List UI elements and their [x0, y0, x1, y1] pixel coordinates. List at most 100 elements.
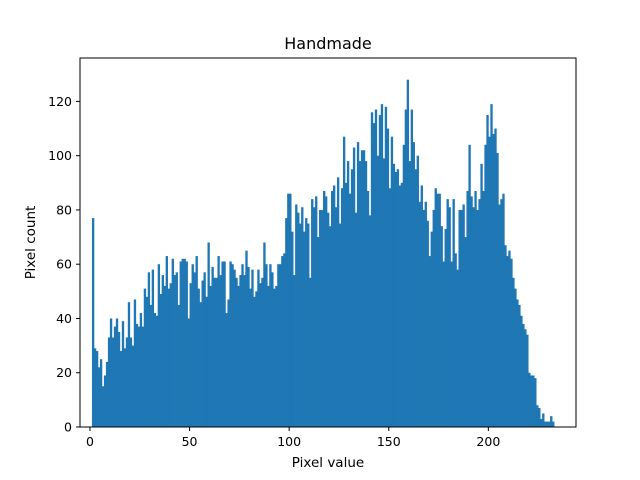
- histogram-bar: [141, 326, 145, 427]
- histogram-bar: [452, 199, 455, 427]
- histogram-bar: [428, 256, 431, 427]
- histogram-bar: [430, 231, 433, 427]
- histogram-bar: [217, 256, 220, 427]
- histogram-bar: [181, 258, 184, 427]
- histogram-bar: [261, 277, 264, 427]
- histogram-bar: [356, 142, 360, 428]
- histogram-bar: [257, 269, 260, 427]
- histogram-bar: [145, 296, 149, 427]
- histogram-bar: [137, 326, 141, 427]
- histogram-bar: [255, 291, 258, 427]
- histogram-bar: [536, 405, 539, 427]
- histogram-bar: [193, 272, 196, 427]
- histogram-bar: [221, 261, 224, 427]
- histogram-bar: [253, 296, 256, 427]
- histogram-bar: [105, 361, 109, 427]
- histogram-bar: [394, 171, 398, 427]
- histogram-bar: [259, 283, 262, 427]
- histogram-bar: [187, 318, 190, 427]
- histogram-bar: [165, 256, 168, 427]
- histogram-bar: [135, 323, 139, 427]
- histogram-bar: [315, 196, 318, 428]
- histogram-bar: [289, 193, 292, 427]
- histogram-bar: [438, 193, 441, 427]
- histogram-bar: [325, 196, 328, 428]
- histogram-bar: [155, 315, 159, 427]
- histogram-bar: [406, 79, 410, 428]
- histogram-bar: [474, 190, 477, 427]
- histogram-bar: [209, 285, 212, 427]
- histogram-bar: [476, 209, 479, 427]
- y-tick-label: 0: [64, 420, 72, 435]
- y-axis-label: Pixel count: [23, 206, 39, 280]
- histogram-bar: [330, 190, 334, 427]
- histogram-bar: [366, 190, 370, 427]
- histogram-bar: [99, 359, 103, 427]
- histogram-bar: [516, 299, 519, 427]
- histogram-bar: [482, 190, 485, 427]
- histogram-bar: [404, 109, 408, 428]
- histogram-bar: [386, 128, 390, 428]
- histogram-bar: [390, 136, 394, 427]
- histogram-bar: [109, 318, 113, 427]
- histogram-bar: [161, 275, 165, 427]
- histogram-bar: [231, 264, 234, 427]
- histogram-bar: [149, 304, 153, 427]
- histogram-bar: [177, 304, 180, 427]
- histogram-bar: [263, 242, 266, 427]
- histogram-bar: [241, 264, 244, 427]
- histogram-bar: [548, 421, 551, 427]
- histogram-bar: [472, 207, 475, 427]
- histogram-bar: [412, 142, 415, 428]
- histogram-bar: [301, 207, 304, 427]
- histogram-bar: [269, 264, 272, 427]
- histogram-bar: [488, 136, 491, 427]
- x-tick-label: 200: [476, 434, 500, 449]
- histogram-bar: [490, 104, 493, 428]
- histogram-bar: [293, 275, 296, 427]
- histogram-bar: [247, 266, 250, 427]
- histogram-bar: [107, 337, 111, 427]
- histogram-bar: [327, 212, 330, 427]
- histogram-bar: [486, 114, 489, 427]
- histogram-bar: [281, 256, 284, 427]
- histogram-bar: [317, 237, 320, 427]
- histogram-bar: [239, 275, 242, 427]
- histogram-bar: [468, 144, 471, 427]
- histogram-bar: [494, 128, 497, 428]
- histogram-bar: [484, 144, 487, 427]
- histogram-bar: [175, 272, 178, 427]
- histogram-bar: [215, 277, 218, 427]
- histogram-bar: [305, 218, 308, 427]
- histogram-bar: [197, 288, 200, 428]
- histogram-bar: [424, 201, 427, 427]
- x-tick-label: 150: [377, 434, 401, 449]
- histogram-bar: [480, 163, 483, 427]
- histogram-bar: [147, 272, 151, 427]
- histogram-bar: [432, 209, 435, 427]
- histogram-bar: [368, 215, 372, 427]
- histogram-bar: [321, 209, 324, 427]
- histogram-bar: [518, 304, 521, 427]
- histogram-bar: [125, 337, 129, 427]
- histogram-bar: [334, 207, 338, 427]
- histogram-bar: [93, 348, 97, 427]
- histogram-bar: [360, 150, 364, 427]
- histogram-bar: [354, 212, 358, 427]
- histogram-bar: [227, 299, 230, 427]
- histogram-bar: [151, 269, 155, 427]
- histogram-bar: [338, 223, 342, 427]
- histogram-bar: [502, 193, 505, 427]
- histogram-bar: [418, 201, 421, 427]
- histogram-bar: [398, 185, 402, 427]
- histogram-bar: [153, 313, 157, 427]
- histogram-bar: [414, 169, 417, 428]
- histogram-bar: [434, 188, 437, 427]
- histogram-bar: [342, 136, 346, 427]
- histogram-bar: [265, 264, 268, 427]
- histogram-bar: [506, 256, 509, 427]
- histogram-bar: [101, 386, 105, 427]
- chart-title: Handmade: [284, 34, 372, 53]
- histogram-bar: [542, 413, 545, 427]
